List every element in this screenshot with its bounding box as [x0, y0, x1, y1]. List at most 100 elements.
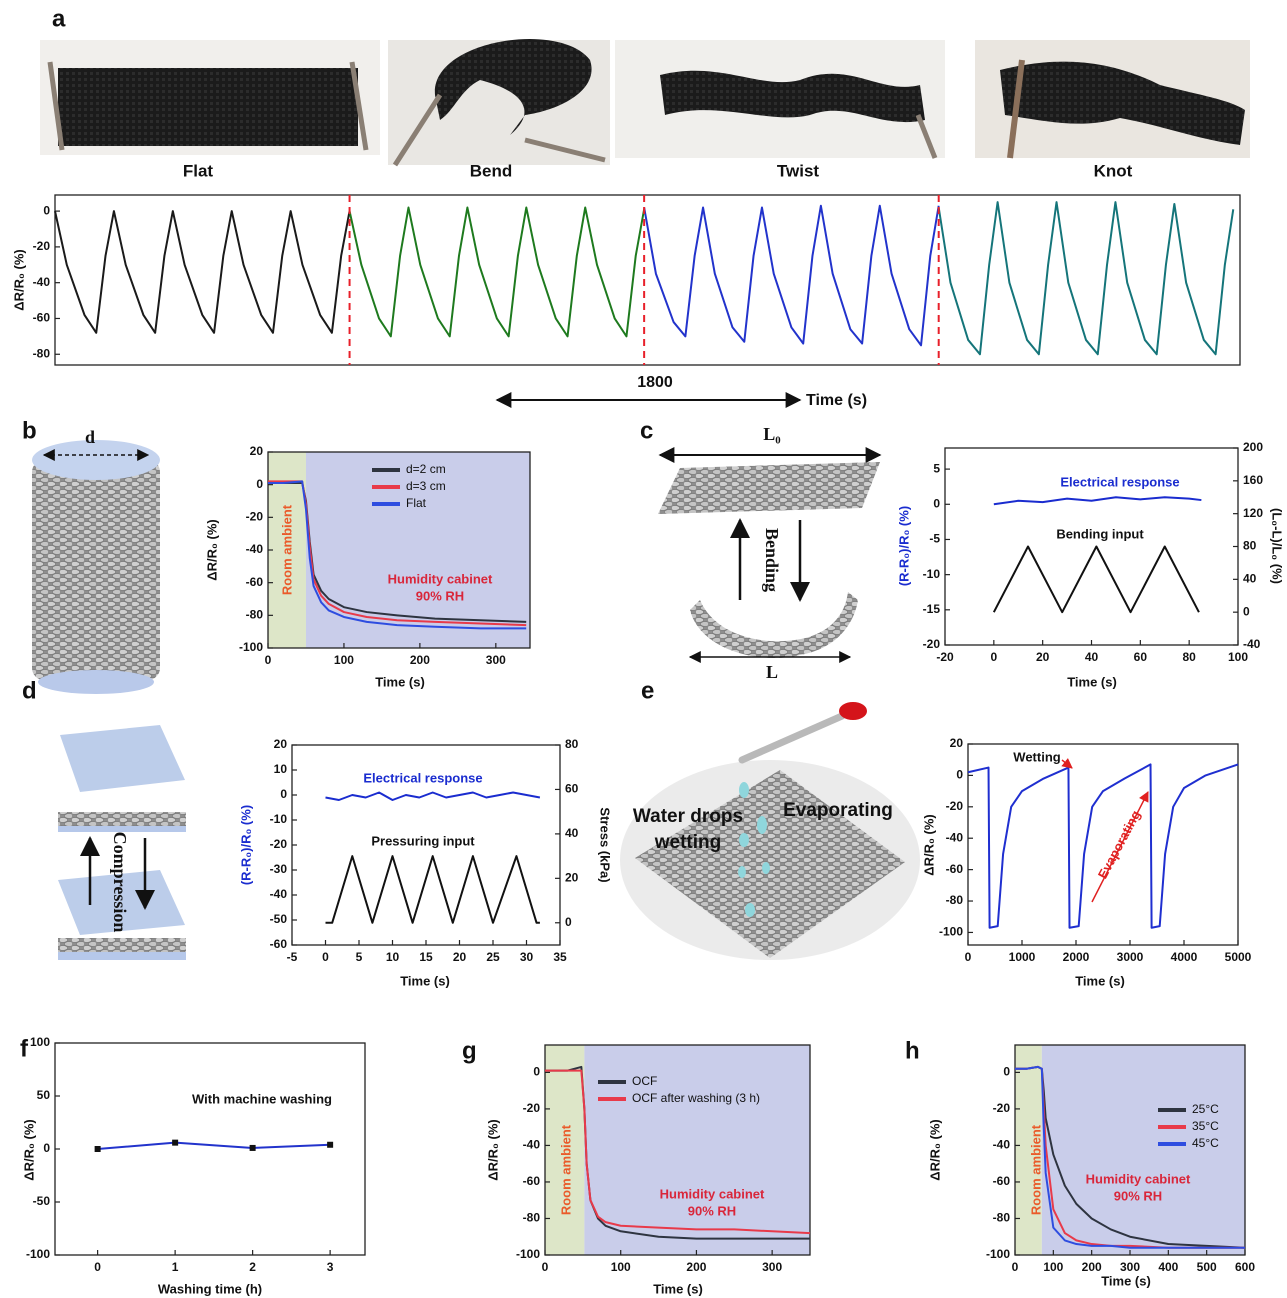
- diagram-label: d: [85, 427, 95, 447]
- x-tick-label: 300: [1120, 1260, 1140, 1274]
- series-line: [993, 496, 1202, 506]
- diagram-label: Bending: [762, 528, 782, 592]
- y2-tick-label: 40: [565, 826, 579, 840]
- x-tick-label: 15: [419, 950, 433, 964]
- diagram-label: L: [766, 662, 778, 682]
- drop: [762, 862, 770, 874]
- x-tick-label: 200: [686, 1260, 706, 1274]
- y2-tick-label: 80: [565, 737, 579, 751]
- y-tick-label: -40: [946, 830, 964, 844]
- series-line: [1015, 1065, 1245, 1249]
- region: [1041, 1045, 1245, 1255]
- x-tick-label: 1000: [1009, 950, 1036, 964]
- drop: [739, 782, 749, 798]
- fabric: [635, 770, 905, 958]
- y-tick-label: -60: [523, 1174, 541, 1188]
- panel-label: c: [640, 417, 653, 444]
- y-tick-label: -40: [523, 1138, 541, 1152]
- y-tick-label: 0: [280, 787, 287, 801]
- diagram-b: d: [32, 427, 160, 694]
- fabric: [1000, 61, 1245, 145]
- x-tick-label: 100: [1043, 1260, 1063, 1274]
- y-tick-label: -60: [33, 311, 51, 325]
- x-tick-label: 0: [1012, 1260, 1019, 1274]
- plate: [58, 952, 186, 960]
- series-line: [643, 204, 940, 347]
- region: [268, 452, 306, 648]
- x-axis-label: Washing time (h): [158, 1281, 262, 1296]
- y-tick-label: -80: [33, 346, 51, 360]
- series-line: [54, 210, 351, 334]
- y-tick-label: -20: [33, 239, 51, 253]
- bent-fabric: [690, 592, 858, 658]
- photos: [40, 38, 1250, 167]
- scale-bar-label: 1800: [637, 374, 673, 391]
- diagram-d: Compression: [58, 725, 186, 960]
- y-tick-label: -40: [246, 542, 264, 556]
- plate: [60, 725, 185, 792]
- region-label: 90% RH: [1114, 1188, 1162, 1203]
- tweezers: [47, 61, 369, 151]
- x-tick-label: 60: [1134, 650, 1148, 664]
- legend-label: 35°C: [1192, 1119, 1219, 1133]
- fabric: [58, 68, 358, 146]
- y-tick-label: 0: [43, 203, 50, 217]
- region: [545, 1045, 585, 1255]
- y-tick-label: -50: [270, 912, 288, 926]
- tweezers: [1007, 59, 1025, 159]
- annotation: Electrical response: [1060, 474, 1179, 489]
- annotation: Pressuring input: [371, 833, 475, 848]
- y-axis-label: ΔR/R₀ (%): [485, 1119, 500, 1180]
- x-tick-label: 0: [990, 650, 997, 664]
- series-line: [97, 1141, 331, 1150]
- y-tick-label: 0: [533, 1065, 540, 1079]
- legend-label: Flat: [406, 496, 427, 510]
- diagram-label: L₀: [763, 424, 780, 444]
- x-tick-label: 40: [1085, 650, 1099, 664]
- y-tick-label: -100: [26, 1247, 50, 1261]
- x-tick-label: 5000: [1225, 950, 1252, 964]
- x-tick-label: 500: [1197, 1260, 1217, 1274]
- x-tick-label: -5: [287, 950, 298, 964]
- y-tick-label: -20: [246, 510, 264, 524]
- drop: [757, 816, 767, 834]
- x-axis-label: Time (s): [1101, 1273, 1151, 1288]
- x-tick-label: 25: [486, 950, 500, 964]
- plate: [58, 826, 186, 832]
- x-tick-label: 0: [322, 950, 329, 964]
- diagram-label: Evaporating: [783, 800, 893, 821]
- fabric: [434, 38, 592, 135]
- x-tick-label: 300: [486, 653, 506, 667]
- plot-frame: [54, 194, 1241, 366]
- diagram-label: wetting: [654, 832, 722, 853]
- region-label: Humidity cabinet: [1086, 1171, 1191, 1186]
- x-tick-label: 0: [265, 653, 272, 667]
- series-line: [545, 1069, 811, 1235]
- cylinder-bottom: [38, 670, 154, 694]
- drop: [745, 903, 755, 917]
- x-axis-label: Time (s): [1075, 973, 1125, 988]
- cylinder-top: [32, 440, 160, 480]
- y-axis-label: ΔR/R₀ (%): [204, 519, 219, 580]
- y-tick-label: -20: [946, 799, 964, 813]
- series-line: [992, 545, 1200, 614]
- diagram-label: Water drops: [633, 806, 743, 827]
- y-tick-label: 50: [37, 1088, 51, 1102]
- x-axis-label: Time (s): [806, 392, 867, 409]
- x-tick-label: 3: [327, 1260, 334, 1274]
- y-tick-label: -80: [946, 893, 964, 907]
- y-tick-label: -10: [270, 812, 288, 826]
- x-tick-label: 1: [172, 1260, 179, 1274]
- y-tick-label: -100: [239, 640, 263, 654]
- x-tick-label: 200: [1082, 1260, 1102, 1274]
- y-tick-label: 20: [950, 736, 964, 750]
- diagram-e: Water drops wetting Evaporating: [620, 702, 920, 960]
- y2-tick-label: 0: [1243, 604, 1250, 618]
- region-label: 90% RH: [688, 1203, 736, 1218]
- region-label: Room ambient: [1028, 1124, 1043, 1215]
- x-tick-label: 3000: [1117, 950, 1144, 964]
- fabric: [58, 812, 186, 826]
- y-tick-label: 0: [956, 768, 963, 782]
- x-tick-label: 300: [762, 1260, 782, 1274]
